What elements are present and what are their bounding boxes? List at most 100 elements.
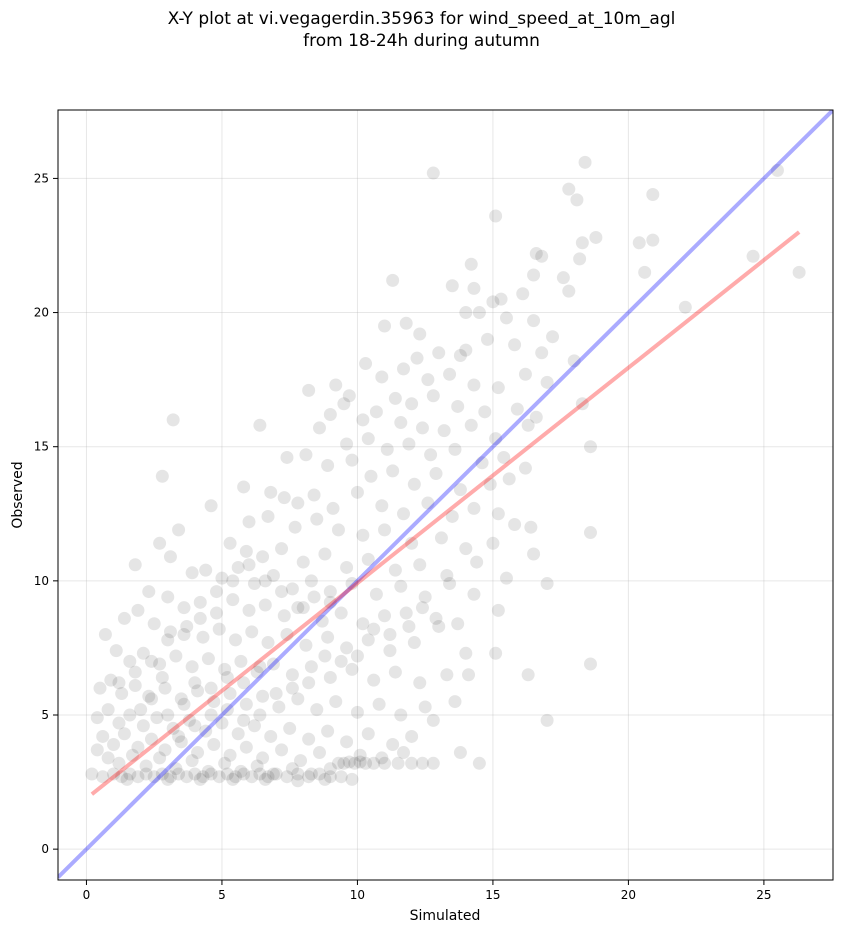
data-point — [199, 563, 213, 577]
data-point — [220, 767, 234, 781]
data-point — [402, 437, 416, 451]
data-point — [518, 461, 532, 475]
data-point — [535, 346, 549, 360]
y-tick-label: 5 — [41, 708, 49, 722]
data-point — [391, 756, 405, 770]
data-point — [407, 477, 421, 491]
data-point — [304, 574, 318, 588]
data-point — [426, 389, 440, 403]
data-point — [361, 727, 375, 741]
data-point — [193, 611, 207, 625]
data-point — [253, 767, 267, 781]
data-point — [378, 523, 392, 537]
data-point — [242, 515, 256, 529]
data-point — [410, 351, 424, 365]
data-point — [481, 332, 495, 346]
x-axis-label: Simulated — [410, 908, 481, 924]
data-point — [546, 330, 560, 344]
data-point — [163, 550, 177, 564]
data-point — [185, 566, 199, 580]
data-point — [394, 416, 408, 430]
data-point — [191, 746, 205, 760]
data-point — [231, 727, 245, 741]
data-point — [424, 448, 438, 462]
data-point — [489, 646, 503, 660]
data-point — [448, 695, 462, 709]
data-point — [467, 587, 481, 601]
data-point — [472, 306, 486, 320]
data-point — [245, 770, 259, 784]
data-point — [367, 622, 381, 636]
data-point — [131, 770, 145, 784]
data-point — [396, 746, 410, 760]
data-point — [421, 496, 435, 510]
data-point — [380, 442, 394, 456]
data-point — [388, 563, 402, 577]
data-point — [285, 582, 299, 596]
data-point — [277, 491, 291, 505]
x-tick-label: 15 — [485, 888, 500, 902]
data-point — [115, 687, 129, 701]
data-point — [280, 450, 294, 464]
data-point — [237, 676, 251, 690]
data-point — [247, 719, 261, 733]
data-point — [161, 590, 175, 604]
data-point — [147, 617, 161, 631]
data-point — [261, 636, 275, 650]
data-point — [207, 738, 221, 752]
data-point — [340, 437, 354, 451]
data-point — [177, 697, 191, 711]
data-point — [562, 182, 576, 196]
data-point — [489, 209, 503, 223]
data-point — [589, 230, 603, 244]
data-point — [193, 772, 207, 786]
y-tick-label: 15 — [34, 440, 49, 454]
data-point — [353, 748, 367, 762]
data-point — [321, 724, 335, 738]
data-point — [96, 729, 110, 743]
data-point — [201, 764, 215, 778]
data-point — [291, 496, 305, 510]
data-point — [302, 383, 316, 397]
data-point — [220, 670, 234, 684]
data-point — [445, 279, 459, 293]
data-point — [367, 756, 381, 770]
data-point — [383, 628, 397, 642]
data-point — [426, 713, 440, 727]
data-point — [518, 367, 532, 381]
data-point — [413, 558, 427, 572]
data-point — [266, 767, 280, 781]
data-point — [269, 687, 283, 701]
data-point — [527, 547, 541, 561]
data-point — [356, 528, 370, 542]
data-point — [223, 687, 237, 701]
data-point — [443, 577, 457, 591]
data-point — [516, 287, 530, 301]
data-point — [85, 767, 99, 781]
x-tick-label: 5 — [218, 888, 226, 902]
data-point — [253, 708, 267, 722]
data-point — [166, 721, 180, 735]
data-point — [746, 249, 760, 263]
data-point — [632, 236, 646, 250]
data-point — [323, 670, 337, 684]
data-point — [296, 555, 310, 569]
data-point — [277, 609, 291, 623]
data-point — [261, 509, 275, 523]
data-point — [399, 316, 413, 330]
data-point — [269, 767, 283, 781]
data-point — [215, 716, 229, 730]
data-point — [350, 485, 364, 499]
data-point — [215, 571, 229, 585]
data-point — [489, 432, 503, 446]
data-point — [361, 552, 375, 566]
data-point — [331, 523, 345, 537]
data-point — [323, 585, 337, 599]
data-point — [234, 764, 248, 778]
data-point — [302, 676, 316, 690]
data-point — [242, 603, 256, 617]
data-point — [136, 719, 150, 733]
data-point — [413, 327, 427, 341]
x-axis-ticks: 0 5 10 15 20 25 — [83, 880, 772, 902]
data-point — [369, 587, 383, 601]
